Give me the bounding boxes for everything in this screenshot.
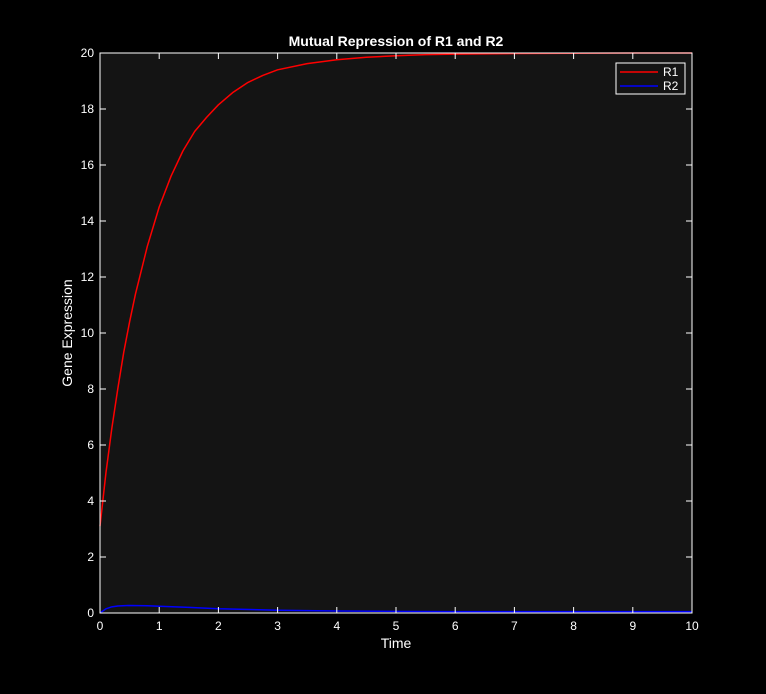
legend-box xyxy=(615,62,686,95)
x-tick-label: 0 xyxy=(97,619,104,633)
series-lines xyxy=(99,52,692,614)
x-tick-label: 7 xyxy=(511,619,518,633)
series-line-r1 xyxy=(99,52,692,527)
y-tick-label: 4 xyxy=(87,494,94,508)
y-tick-label: 0 xyxy=(87,606,94,620)
plot-frame xyxy=(99,52,693,614)
y-tick-label: 10 xyxy=(81,326,95,340)
x-tick-label: 6 xyxy=(452,619,459,633)
y-axis-label: Gene Expression xyxy=(59,279,75,386)
x-tick-label: 10 xyxy=(685,619,699,633)
legend-label-r1: R1 xyxy=(663,65,679,79)
x-tick-label: 1 xyxy=(156,619,163,633)
series-line-r2 xyxy=(99,604,692,614)
y-tick-label: 12 xyxy=(81,270,95,284)
y-tick-label: 20 xyxy=(81,46,95,60)
plot-area xyxy=(100,53,692,613)
y-tick-label: 6 xyxy=(87,438,94,452)
y-tick-label: 2 xyxy=(87,550,94,564)
chart-title: Mutual Repression of R1 and R2 xyxy=(289,33,504,49)
x-tick-label: 3 xyxy=(274,619,281,633)
y-tick-label: 16 xyxy=(81,158,95,172)
x-tick-label: 2 xyxy=(215,619,222,633)
x-axis-label: Time xyxy=(381,635,412,651)
y-tick-label: 8 xyxy=(87,382,94,396)
legend-label-r2: R2 xyxy=(663,79,679,93)
x-tick-label: 5 xyxy=(393,619,400,633)
y-tick-label: 14 xyxy=(81,214,95,228)
x-tick-label: 9 xyxy=(629,619,636,633)
x-tick-label: 8 xyxy=(570,619,577,633)
x-tick-label: 4 xyxy=(333,619,340,633)
y-tick-label: 18 xyxy=(81,102,95,116)
